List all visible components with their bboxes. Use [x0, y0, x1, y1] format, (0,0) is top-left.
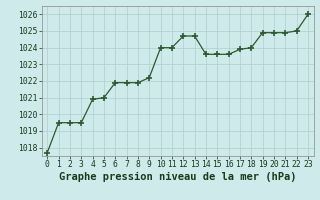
X-axis label: Graphe pression niveau de la mer (hPa): Graphe pression niveau de la mer (hPa)	[59, 172, 296, 182]
